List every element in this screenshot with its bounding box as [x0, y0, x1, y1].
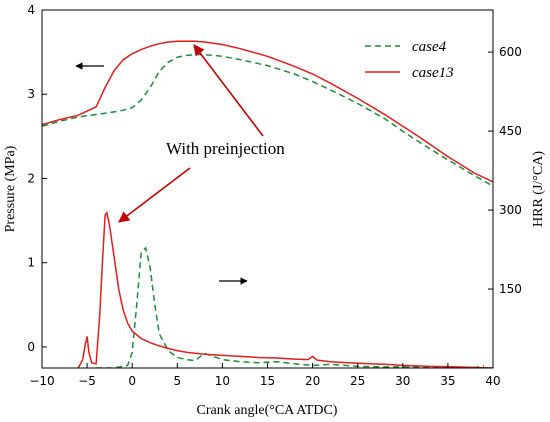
x-tick-label: 5 — [173, 374, 181, 388]
y-right-tick-label: 300 — [499, 203, 522, 217]
legend: case4 case13 — [365, 39, 454, 81]
y-left-tick-label: 1 — [27, 256, 35, 270]
x-tick-label: 40 — [485, 374, 500, 388]
series-case13-hrr-line — [77, 210, 493, 368]
x-tick-label: 15 — [260, 374, 275, 388]
y-axis-left-label: Pressure (MPa) — [3, 145, 18, 232]
x-tick-label: 25 — [350, 374, 365, 388]
x-axis-label: Crank angle(°CA ATDC) — [197, 403, 338, 418]
y-left-tick-label: 0 — [27, 340, 35, 354]
x-tick-label: 30 — [395, 374, 410, 388]
series-case4-hrr-line — [96, 246, 485, 368]
y-right-tick-label: 150 — [499, 282, 522, 296]
ticks-layer: −10 −5 0 5 10 15 20 25 30 35 40 0 1 2 3 4 150 300 450 600 — [27, 3, 522, 388]
x-tick-label: −5 — [78, 374, 96, 388]
y-right-tick-label: 450 — [499, 124, 522, 138]
legend-label-case4: case4 — [412, 39, 447, 55]
plot-frame — [41, 9, 494, 369]
x-tick-label: −10 — [29, 374, 54, 388]
x-tick-label: 35 — [440, 374, 455, 388]
series-case13-pressure-line — [42, 40, 493, 183]
y-right-tick-label: 600 — [499, 45, 522, 59]
y-left-tick-label: 3 — [27, 87, 35, 101]
legend-label-case13: case13 — [412, 65, 454, 81]
y-left-tick-label: 4 — [27, 3, 35, 17]
annotation-arrow-pressure — [193, 44, 264, 137]
x-tick-label: 10 — [215, 374, 230, 388]
series-layer — [42, 40, 493, 368]
x-tick-label: 20 — [305, 374, 320, 388]
x-tick-label: 0 — [128, 374, 136, 388]
y-axis-right-label: HRR (J/°CA) — [531, 151, 546, 227]
annotation-with-preinjection: With preinjection — [166, 139, 285, 158]
y-left-tick-label: 2 — [27, 171, 35, 185]
annotation-arrow-hrr — [118, 167, 191, 223]
